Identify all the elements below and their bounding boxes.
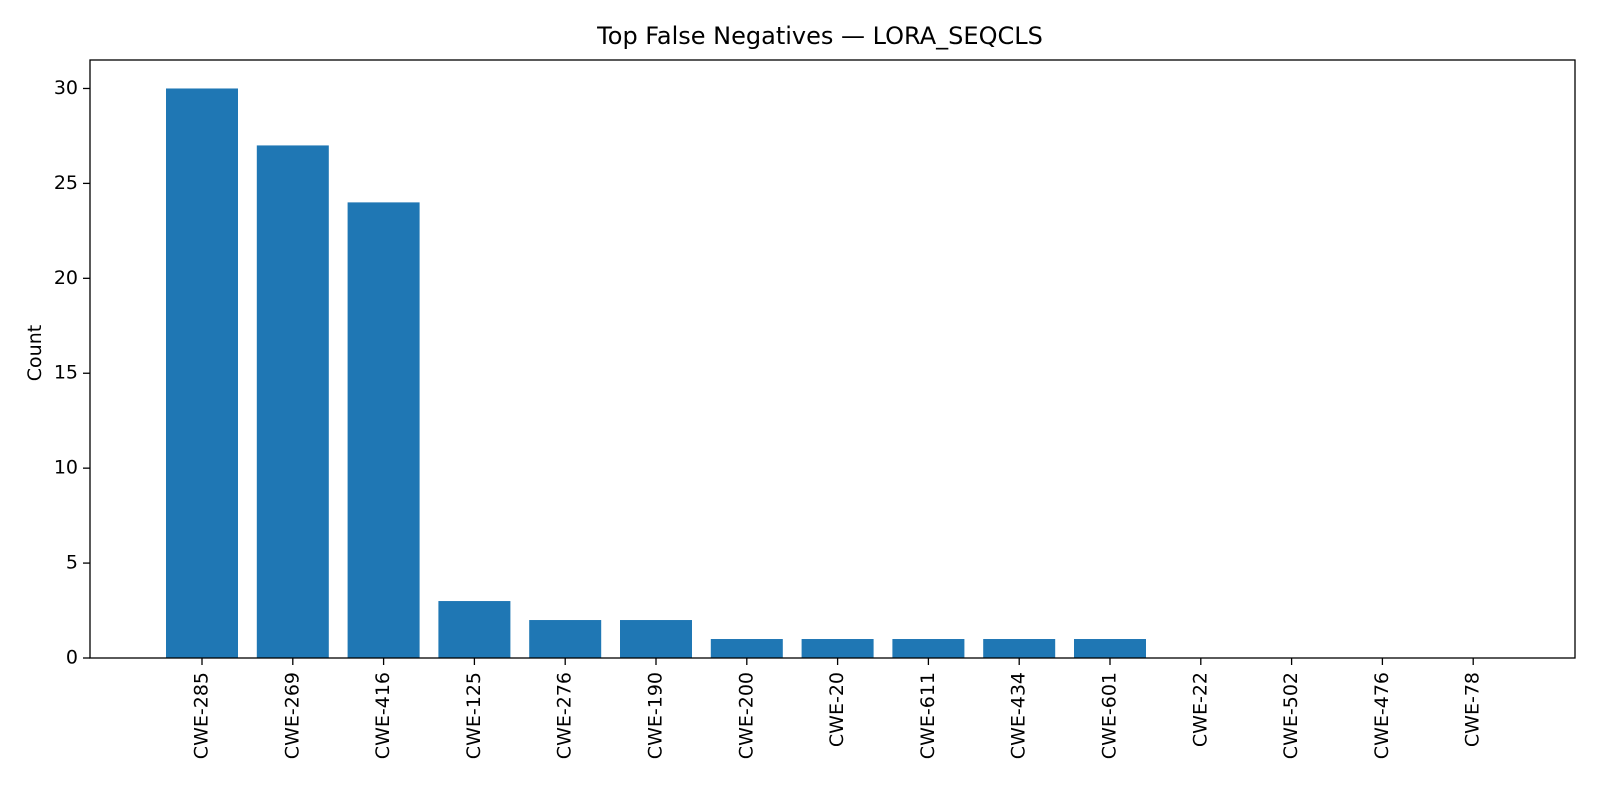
y-tick-label: 5 [66,552,78,574]
bar-cwe-190 [620,620,692,658]
x-axis: CWE-285 CWE-269 CWE-416 CWE-125 CWE-276 CWE-1… [191,658,1484,759]
bar-cwe-276 [529,620,602,658]
y-tick-label: 20 [54,267,78,289]
plot-frame [89,59,1576,659]
y-axis: 0 5 10 15 20 25 30 [54,77,90,669]
x-tick-label: CWE-20 [826,672,848,747]
x-tick-label: CWE-200 [735,672,757,759]
bar-cwe-416 [347,202,420,658]
x-tick-label: CWE-434 [1008,672,1030,759]
x-tick-label: CWE-22 [1189,672,1211,747]
bar-cwe-611 [892,639,965,658]
x-tick-label: CWE-601 [1099,672,1121,759]
bar-cwe-20 [801,639,874,658]
x-tick-label: CWE-611 [917,672,939,759]
x-tick-label: CWE-125 [463,672,485,759]
x-tick-label: CWE-285 [191,672,213,759]
x-tick-label: CWE-269 [281,672,303,759]
chart-title: Top False Negatives — LORA_SEQCLS [596,22,1043,50]
y-tick-label: 25 [54,172,78,194]
y-tick-label: 0 [66,647,78,669]
y-tick-label: 10 [54,457,78,479]
x-tick-label: CWE-502 [1280,672,1302,759]
bar-cwe-285 [166,88,238,658]
bar-cwe-434 [983,639,1056,658]
bar-cwe-269 [256,145,329,658]
bar-cwe-125 [438,601,511,658]
bars-group [166,88,1146,658]
x-tick-label: CWE-416 [372,672,394,759]
x-tick-label: CWE-78 [1462,672,1484,747]
y-tick-label: 30 [54,77,78,99]
y-axis-label: Count [24,325,46,381]
x-tick-label: CWE-276 [554,672,576,759]
x-tick-label: CWE-190 [645,672,667,759]
bar-cwe-601 [1074,639,1146,658]
y-tick-label: 15 [54,362,78,384]
bar-cwe-200 [710,639,783,658]
x-tick-label: CWE-476 [1371,672,1393,759]
